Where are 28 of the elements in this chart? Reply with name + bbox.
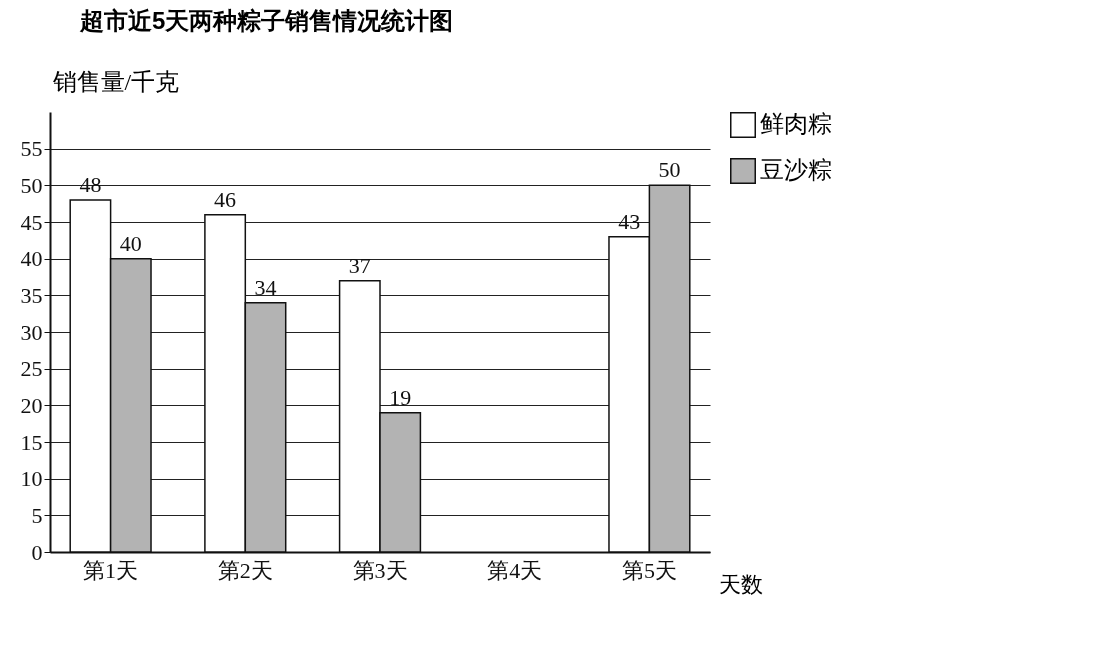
x-tick-label: 第4天	[487, 557, 543, 583]
data-label: 34	[254, 274, 277, 300]
y-tick-label: 55	[20, 136, 43, 162]
legend-label: 鲜肉粽	[760, 111, 832, 137]
y-tick-label: 40	[20, 246, 43, 272]
legend-label: 豆沙粽	[760, 157, 832, 183]
x-tick-label: 第3天	[352, 557, 408, 583]
y-tick-label: 30	[20, 319, 43, 345]
y-tick-label: 5	[31, 502, 43, 528]
y-tick-label: 20	[20, 392, 43, 418]
y-tick-label: 10	[20, 466, 43, 492]
x-tick-label: 第5天	[621, 557, 677, 583]
y-tick-label: 15	[20, 429, 43, 455]
y-axis-title: 销售量/千克	[51, 68, 180, 95]
data-label: 40	[119, 230, 142, 256]
x-tick-label: 第2天	[217, 557, 273, 583]
x-axis-title: 天数	[718, 571, 763, 597]
y-tick-label: 25	[20, 356, 43, 382]
y-tick-label: 45	[20, 209, 43, 235]
data-label: 19	[389, 384, 412, 410]
chart-title: 超市近5天两种粽子销售情况统计图	[79, 7, 454, 34]
y-tick-label: 50	[20, 172, 43, 198]
data-label: 46	[214, 186, 237, 212]
x-tick-label: 第1天	[83, 557, 139, 583]
y-tick-label: 35	[20, 282, 43, 308]
data-label: 50	[658, 157, 681, 183]
data-label: 37	[348, 252, 371, 278]
y-tick-label: 0	[31, 539, 43, 565]
